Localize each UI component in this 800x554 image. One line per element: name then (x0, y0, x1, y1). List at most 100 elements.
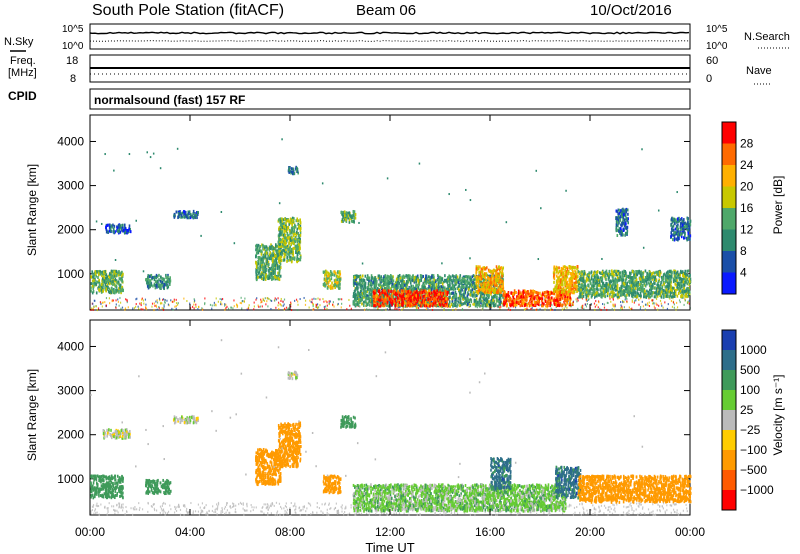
power-cell (271, 252, 273, 256)
power-cell (422, 287, 425, 291)
power-speckle (526, 307, 528, 310)
power-speckle (193, 300, 195, 303)
power-cell (119, 289, 122, 293)
power-speckle (617, 297, 619, 300)
power-cell (547, 304, 549, 308)
power-cell (432, 274, 435, 278)
power-cell (499, 285, 501, 289)
power-cell (434, 291, 437, 295)
power-cell (289, 169, 291, 173)
power-cell (421, 298, 424, 302)
power-cell (434, 303, 436, 307)
power-speckle (105, 297, 108, 300)
power-cell (165, 276, 167, 280)
power-speckle (166, 299, 168, 302)
power-cell (538, 300, 540, 304)
power-cell (497, 278, 499, 282)
power-cell (111, 282, 114, 286)
power-cell (180, 214, 183, 218)
power-cell (398, 273, 401, 277)
power-cell (429, 292, 432, 296)
power-cell (373, 298, 376, 302)
power-cell (441, 282, 444, 286)
power-speckle (247, 306, 250, 309)
power-cell (280, 255, 283, 259)
power-speckle (170, 299, 172, 302)
power-speckle (195, 305, 197, 308)
power-cell (414, 293, 416, 297)
power-speckle (312, 303, 315, 306)
power-cell (95, 274, 98, 278)
power-cell (432, 302, 435, 306)
power-cell (546, 300, 549, 304)
power-cell (493, 283, 496, 287)
power-cell (457, 296, 460, 300)
power-cell (478, 290, 481, 294)
power-cell (290, 170, 293, 174)
power-cell (481, 275, 484, 279)
power-cell (94, 281, 96, 285)
power-cell (498, 297, 501, 301)
power-cell (496, 272, 498, 276)
power-speckle (315, 298, 317, 301)
power-cell (150, 273, 153, 277)
power-cell (487, 276, 489, 280)
power-cell (105, 276, 107, 280)
power-cell (459, 289, 461, 293)
power-cell (420, 274, 423, 278)
power-cell (117, 280, 120, 284)
power-speckle (624, 298, 626, 301)
power-cell (481, 287, 483, 291)
power-cell (336, 278, 339, 282)
power-cell (165, 280, 168, 284)
power-speckle (612, 305, 614, 308)
power-speckle (620, 301, 622, 304)
power-cell (293, 226, 295, 230)
power-cell (461, 302, 463, 306)
power-cell (276, 276, 279, 280)
power-cell (100, 290, 103, 294)
power-speckle (571, 302, 573, 305)
power-cell (497, 298, 500, 302)
power-cell (373, 295, 376, 299)
power-cell (384, 302, 386, 306)
power-cell (537, 302, 540, 306)
nave-label: Nave (746, 65, 772, 77)
power-speckle (501, 302, 503, 305)
power-cell (510, 301, 513, 305)
power-cell (360, 296, 363, 300)
power-cell (431, 283, 434, 287)
power-cell (440, 285, 443, 289)
power-cell (262, 277, 265, 281)
power-cell (288, 168, 290, 172)
power-cell (427, 303, 429, 307)
power-cell (444, 294, 446, 298)
power-cell (464, 287, 467, 291)
power-cell (115, 284, 117, 288)
power-speckle (563, 300, 565, 303)
power-cell (468, 282, 471, 286)
power-cell (401, 281, 403, 285)
power-cell (115, 270, 118, 274)
power-cell (107, 285, 109, 289)
power-cell (354, 296, 357, 300)
power-cell (285, 239, 288, 243)
power-cell (503, 300, 505, 304)
power-cell (346, 214, 349, 218)
power-cell (92, 273, 95, 277)
power-cell (427, 297, 429, 301)
power-cell (356, 292, 359, 296)
power-speckle (607, 302, 609, 305)
power-cell (438, 279, 441, 283)
power-cell (481, 276, 483, 280)
noise-right-tick-top: 10^5 (706, 24, 728, 35)
power-speckle (201, 308, 204, 311)
power-cell (265, 251, 268, 255)
power-cell (276, 266, 279, 270)
power-cell (122, 228, 125, 232)
power-speckle (221, 298, 223, 301)
power-cell (405, 282, 408, 286)
power-speckle (92, 308, 94, 311)
power-cell (448, 302, 450, 306)
power-cell (514, 301, 517, 305)
